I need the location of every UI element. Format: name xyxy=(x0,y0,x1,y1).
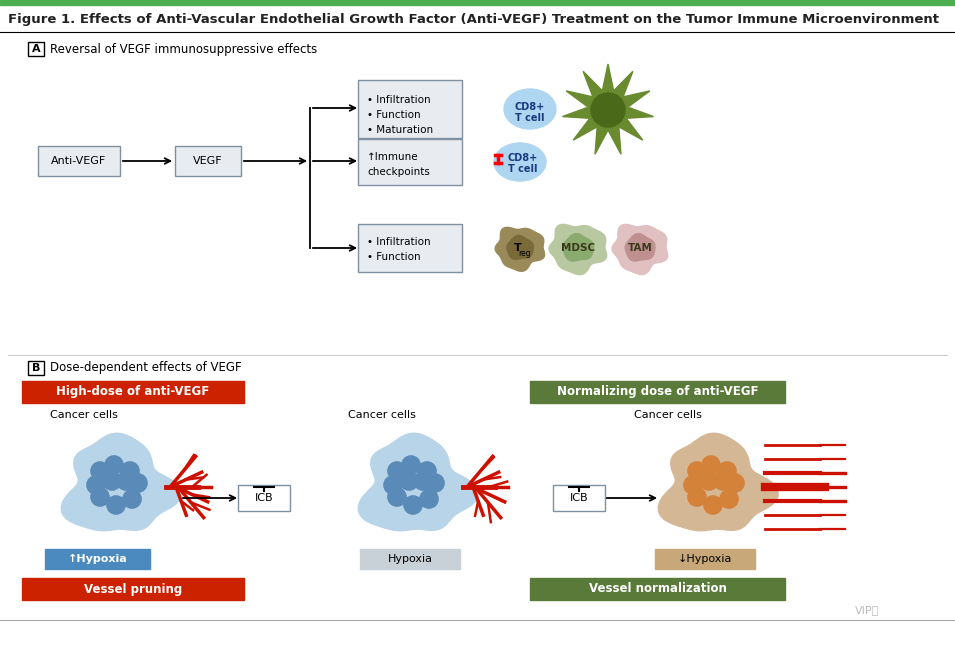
Text: B: B xyxy=(32,363,40,373)
Bar xyxy=(22,381,244,403)
Text: Cancer cells: Cancer cells xyxy=(634,410,702,420)
Text: ICB: ICB xyxy=(255,493,273,503)
Circle shape xyxy=(123,490,141,508)
FancyBboxPatch shape xyxy=(358,224,462,272)
Text: Anti-VEGF: Anti-VEGF xyxy=(52,156,107,166)
Circle shape xyxy=(121,462,139,480)
Text: Hypoxia: Hypoxia xyxy=(388,554,433,564)
Text: ↑Immune
checkpoints: ↑Immune checkpoints xyxy=(367,152,430,177)
Circle shape xyxy=(726,474,744,492)
Circle shape xyxy=(107,496,125,514)
Polygon shape xyxy=(549,225,606,275)
FancyBboxPatch shape xyxy=(28,361,44,375)
Text: ↑Hypoxia: ↑Hypoxia xyxy=(68,554,128,564)
Text: CD8+: CD8+ xyxy=(515,102,545,112)
Text: Normalizing dose of anti-VEGF: Normalizing dose of anti-VEGF xyxy=(558,385,759,398)
FancyBboxPatch shape xyxy=(358,80,462,138)
Polygon shape xyxy=(358,433,478,531)
Circle shape xyxy=(404,496,422,514)
Polygon shape xyxy=(495,227,544,271)
Bar xyxy=(530,381,785,403)
Circle shape xyxy=(688,462,706,480)
Bar xyxy=(45,549,150,569)
Bar xyxy=(360,549,460,569)
Circle shape xyxy=(91,488,109,506)
Text: Cancer cells: Cancer cells xyxy=(50,410,117,420)
Circle shape xyxy=(388,488,406,506)
Circle shape xyxy=(87,476,105,494)
Circle shape xyxy=(720,490,738,508)
Polygon shape xyxy=(562,234,593,261)
Text: Dose-dependent effects of VEGF: Dose-dependent effects of VEGF xyxy=(50,361,242,374)
Circle shape xyxy=(402,456,420,474)
FancyBboxPatch shape xyxy=(553,485,605,511)
Text: ↓Hypoxia: ↓Hypoxia xyxy=(678,554,732,564)
Circle shape xyxy=(702,456,720,474)
Circle shape xyxy=(414,472,432,490)
Text: Figure 1. Effects of Anti-Vascular Endothelial Growth Factor (Anti-VEGF) Treatme: Figure 1. Effects of Anti-Vascular Endot… xyxy=(8,14,939,27)
Circle shape xyxy=(105,456,123,474)
Text: • Infiltration
• Function: • Infiltration • Function xyxy=(367,237,431,262)
Polygon shape xyxy=(658,433,778,531)
Text: reg: reg xyxy=(519,249,531,258)
Circle shape xyxy=(718,462,736,480)
Text: ICB: ICB xyxy=(570,493,588,503)
Circle shape xyxy=(129,474,147,492)
Circle shape xyxy=(700,472,718,490)
Text: MDSC: MDSC xyxy=(561,243,595,253)
Text: Vessel pruning: Vessel pruning xyxy=(84,583,182,596)
Text: TAM: TAM xyxy=(627,243,652,253)
FancyBboxPatch shape xyxy=(358,139,462,185)
Text: T cell: T cell xyxy=(508,164,538,174)
FancyBboxPatch shape xyxy=(28,42,44,56)
Circle shape xyxy=(684,476,702,494)
Polygon shape xyxy=(612,225,668,275)
Text: T: T xyxy=(514,243,521,253)
Ellipse shape xyxy=(504,89,556,129)
FancyBboxPatch shape xyxy=(175,146,241,176)
Circle shape xyxy=(117,472,135,490)
Circle shape xyxy=(420,490,438,508)
Text: T cell: T cell xyxy=(516,113,544,123)
Text: Cancer cells: Cancer cells xyxy=(348,410,415,420)
Text: High-dose of anti-VEGF: High-dose of anti-VEGF xyxy=(56,385,210,398)
Circle shape xyxy=(426,474,444,492)
Circle shape xyxy=(688,488,706,506)
Circle shape xyxy=(384,476,402,494)
Text: • Infiltration
• Function
• Maturation: • Infiltration • Function • Maturation xyxy=(367,95,434,135)
Bar xyxy=(0,0,955,5)
Circle shape xyxy=(591,93,625,127)
Text: VIP说: VIP说 xyxy=(855,605,880,615)
Polygon shape xyxy=(61,433,181,531)
Bar xyxy=(22,578,244,600)
Circle shape xyxy=(704,496,722,514)
Circle shape xyxy=(418,462,436,480)
Text: Reversal of VEGF immunosuppressive effects: Reversal of VEGF immunosuppressive effec… xyxy=(50,42,317,55)
Text: A: A xyxy=(32,44,40,54)
Circle shape xyxy=(91,462,109,480)
FancyBboxPatch shape xyxy=(38,146,120,176)
Circle shape xyxy=(103,472,121,490)
Text: Vessel normalization: Vessel normalization xyxy=(589,583,727,596)
Text: CD8+: CD8+ xyxy=(508,153,538,163)
Polygon shape xyxy=(562,64,653,154)
Bar xyxy=(655,549,755,569)
Circle shape xyxy=(400,472,418,490)
FancyBboxPatch shape xyxy=(238,485,290,511)
Ellipse shape xyxy=(494,143,546,181)
Text: VEGF: VEGF xyxy=(193,156,223,166)
Polygon shape xyxy=(626,234,655,261)
Circle shape xyxy=(388,462,406,480)
Polygon shape xyxy=(507,236,533,259)
Circle shape xyxy=(714,472,732,490)
Bar xyxy=(530,578,785,600)
